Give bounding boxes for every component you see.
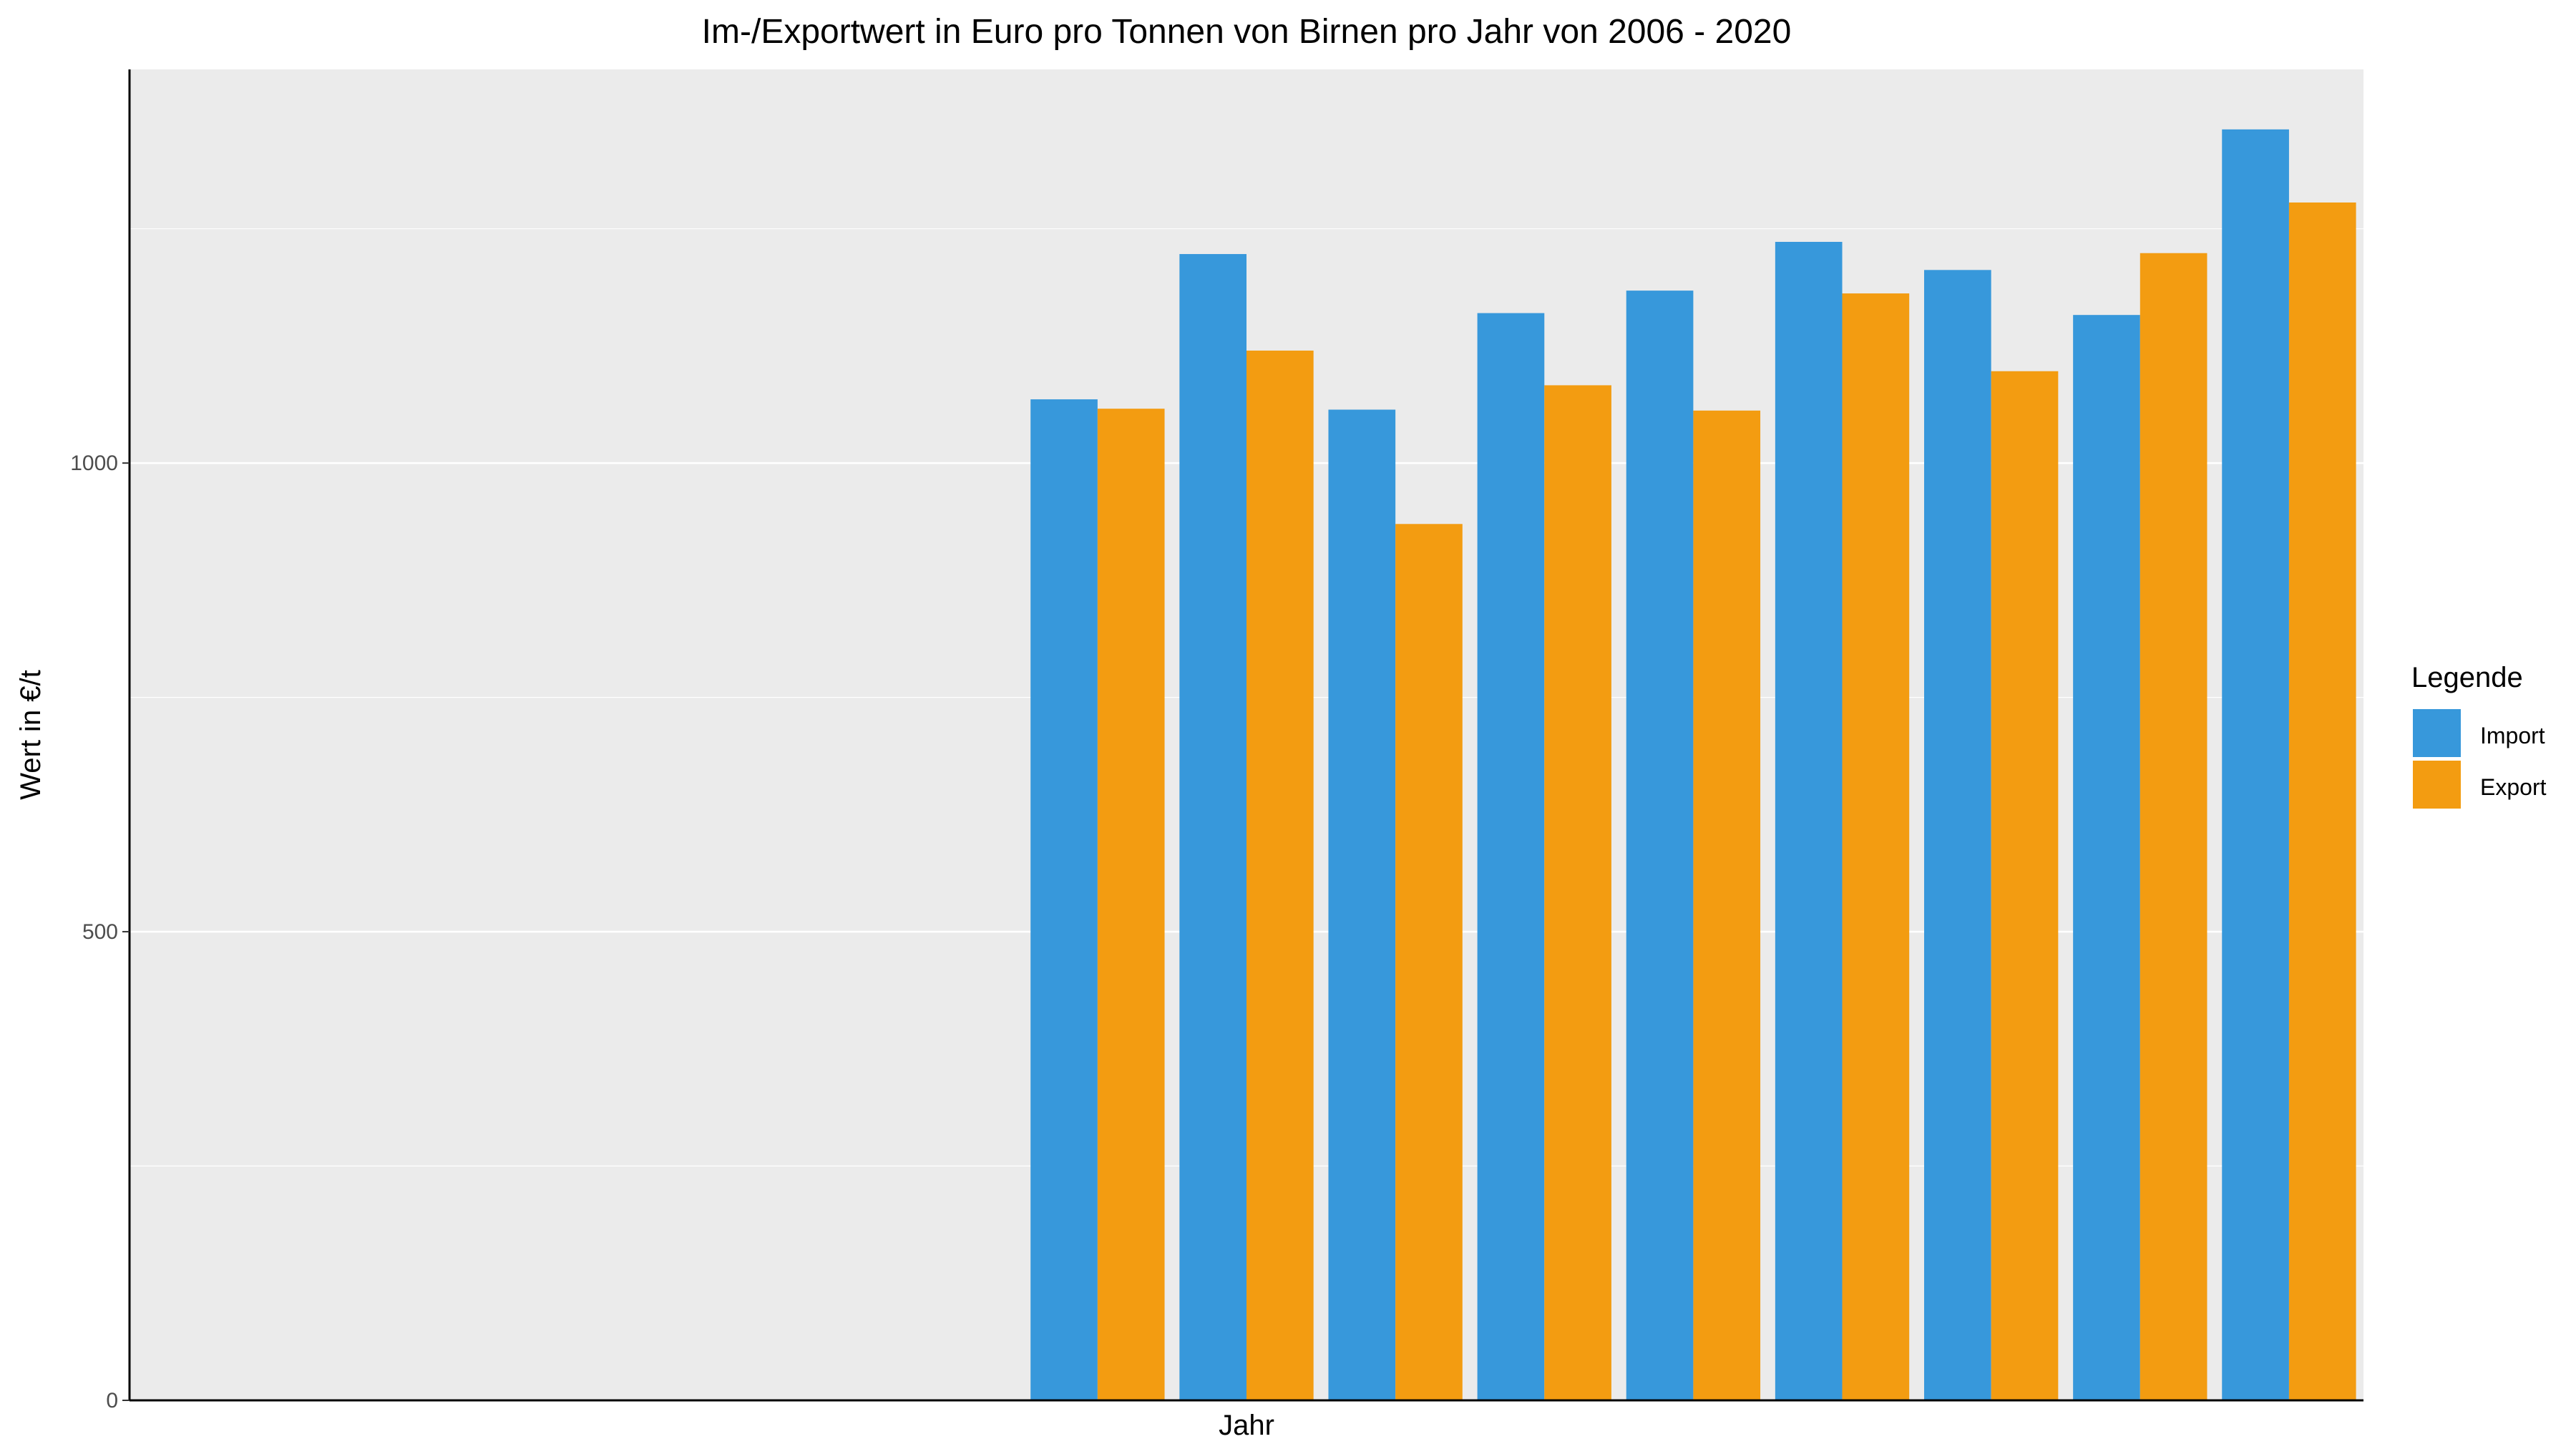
bar-export-13 xyxy=(2140,253,2207,1401)
bar-import-6 xyxy=(1030,399,1098,1400)
y-ticks: 0 500 1000 xyxy=(70,452,130,1413)
bars xyxy=(1030,129,2356,1401)
legend-label-import: Import xyxy=(2480,723,2545,748)
bar-export-9 xyxy=(1544,385,1611,1401)
legend-key-import xyxy=(2413,709,2461,757)
bar-export-7 xyxy=(1246,350,1314,1401)
chart-title: Im-/Exportwert in Euro pro Tonnen von Bi… xyxy=(702,13,1792,51)
bar-import-7 xyxy=(1179,254,1246,1400)
bar-export-8 xyxy=(1395,524,1463,1400)
bar-export-10 xyxy=(1693,410,1761,1400)
y-tick-label: 500 xyxy=(82,920,118,944)
bar-import-10 xyxy=(1626,291,1694,1400)
bar-export-11 xyxy=(1842,293,1910,1400)
x-axis-label: Jahr xyxy=(1219,1410,1274,1441)
bar-import-8 xyxy=(1328,409,1396,1400)
bar-import-12 xyxy=(1924,270,1991,1400)
legend: Legende Import Export xyxy=(2411,662,2547,809)
legend-title: Legende xyxy=(2411,662,2523,693)
bar-import-14 xyxy=(2222,129,2289,1401)
bar-export-6 xyxy=(1097,409,1165,1401)
legend-key-export xyxy=(2413,761,2461,809)
bar-import-11 xyxy=(1775,242,1843,1400)
y-axis-label: Wert in €/t xyxy=(15,670,47,800)
y-tick-label: 0 xyxy=(106,1389,118,1413)
y-tick-label: 1000 xyxy=(70,452,118,475)
legend-label-export: Export xyxy=(2480,774,2547,800)
bar-import-9 xyxy=(1477,313,1545,1400)
bar-export-12 xyxy=(1991,371,2059,1400)
bar-export-14 xyxy=(2288,203,2356,1400)
bar-import-13 xyxy=(2073,315,2140,1401)
